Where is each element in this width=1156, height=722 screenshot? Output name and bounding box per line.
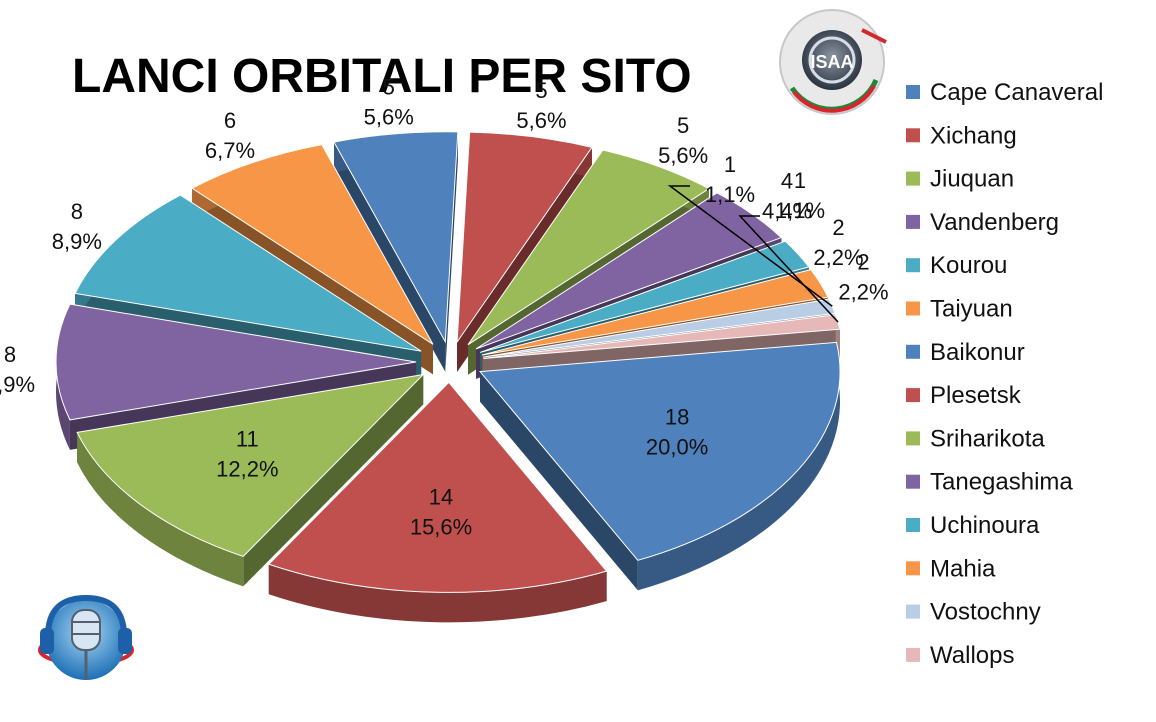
pie-slice-6 <box>333 131 459 344</box>
isaa-logo-text: ISAA <box>810 52 853 72</box>
legend-label-5: Taiyuan <box>930 296 1013 323</box>
legend-swatch-11 <box>906 561 920 576</box>
value-label-11: 2 <box>857 250 869 275</box>
leader-line-12 <box>667 185 833 307</box>
legend-swatch-5 <box>906 301 920 316</box>
legend-swatch-1 <box>906 128 920 143</box>
pie-slice-5 <box>191 144 434 345</box>
chart-title: LANCI ORBITALI PER SITO <box>72 50 692 103</box>
value-label-1: 14 <box>429 485 453 510</box>
slice-rim-0 <box>637 342 841 591</box>
legend-label-0: Cape Canaveral <box>930 79 1103 106</box>
legend-swatch-6 <box>906 344 920 359</box>
pie-slice-4 <box>74 194 422 352</box>
percent-label-10: 2,2% <box>813 245 863 270</box>
slice-wall-0-1 <box>480 371 638 591</box>
value-label-13: 1 <box>794 168 806 193</box>
legend-label-11: Mahia <box>930 555 996 582</box>
percent-label-6: 5,6% <box>364 105 414 130</box>
percent-label-7: 5,6% <box>516 108 566 133</box>
pie-slice-1 <box>267 381 608 593</box>
legend-swatch-10 <box>906 518 920 532</box>
slice-rim-2 <box>77 432 244 587</box>
legend-label-7: Plesetsk <box>930 382 1022 409</box>
pie-slice-8 <box>467 149 710 346</box>
legend-label-9: Tanegashima <box>930 469 1073 496</box>
leader-line-13 <box>738 215 839 323</box>
value-label-9: 4 <box>781 168 793 193</box>
radio-logo <box>38 594 134 680</box>
value-label-10: 2 <box>832 215 844 240</box>
slice-wall-2-0 <box>243 374 424 587</box>
legend-label-13: Wallops <box>930 642 1014 669</box>
data-labels: 1820,0%1415,6%1112,2%88,9%88,9%66,7%55,6… <box>0 75 889 540</box>
percent-label-13: 1,1% <box>775 198 825 223</box>
legend-swatch-3 <box>906 214 920 229</box>
percent-label-9: 4,4% <box>762 198 812 223</box>
pie-slice-9 <box>475 192 783 350</box>
legend-swatch-4 <box>906 258 920 273</box>
pie-slice-3 <box>55 303 417 421</box>
legend-label-4: Kourou <box>930 252 1007 279</box>
legend-swatch-2 <box>906 171 920 186</box>
value-label-3: 8 <box>4 342 16 367</box>
legend-swatch-8 <box>906 431 920 446</box>
value-label-8: 5 <box>677 113 689 138</box>
slice-wall-6-0 <box>334 142 446 372</box>
value-label-5: 6 <box>224 108 236 133</box>
percent-label-8: 5,6% <box>658 143 708 168</box>
percent-label-2: 12,2% <box>216 457 278 482</box>
legend-label-12: Vostochny <box>930 599 1041 626</box>
legend-label-3: Vandenberg <box>930 209 1059 236</box>
percent-label-0: 20,0% <box>646 435 708 460</box>
legend-label-2: Jiuquan <box>930 166 1014 193</box>
value-label-0: 18 <box>665 405 689 430</box>
pie-slice-7 <box>456 131 593 344</box>
percent-label-3: 8,9% <box>0 372 35 397</box>
legend-swatch-0 <box>906 85 920 99</box>
pie-slices <box>55 131 841 593</box>
legend-swatch-13 <box>906 647 920 662</box>
legend-swatch-9 <box>906 474 920 489</box>
value-label-2: 11 <box>236 427 259 452</box>
legend-label-8: Sriharikota <box>930 425 1045 452</box>
value-label-12: 1 <box>724 152 736 177</box>
percent-label-12: 1,1% <box>705 182 755 207</box>
legend-label-6: Baikonur <box>930 339 1025 366</box>
value-label-6: 5 <box>383 75 395 100</box>
legend-label-10: Uchinoura <box>930 512 1040 539</box>
percent-label-5: 6,7% <box>205 138 255 163</box>
pie-slice-13 <box>483 314 841 359</box>
isaa-logo: ISAA <box>779 9 887 115</box>
pie-slice-0 <box>479 341 841 561</box>
percent-label-1: 15,6% <box>410 515 472 540</box>
value-label-4: 8 <box>71 199 83 224</box>
pie-slice-10 <box>479 240 810 353</box>
percent-label-4: 8,9% <box>52 229 102 254</box>
legend-swatch-12 <box>906 604 920 619</box>
percent-label-11: 2,2% <box>838 280 888 305</box>
pie-slice-2 <box>76 373 425 557</box>
legend-swatch-7 <box>906 388 920 403</box>
slice-rim-1 <box>268 564 607 623</box>
value-label-7: 5 <box>535 78 547 103</box>
legend: Cape Canaveral Xichang Jiuquan Vandenberg Ko… <box>906 79 1103 669</box>
pie-slice-11 <box>481 269 829 356</box>
legend-label-1: Xichang <box>930 122 1017 149</box>
leader-lines <box>667 185 839 323</box>
